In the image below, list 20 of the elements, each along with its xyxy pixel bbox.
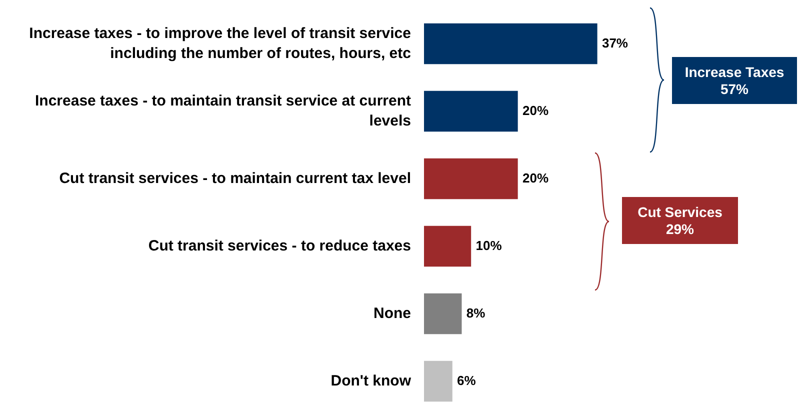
- bar: [424, 23, 598, 64]
- text: Cut Services 29%: [622, 197, 738, 244]
- y-tick-label: Increase taxes - to maintain transit service at current levels: [35, 92, 411, 130]
- text: Increase Taxes 57%: [672, 57, 797, 104]
- data-label: 10%: [476, 238, 502, 253]
- y-tick-label: Don't know: [330, 372, 412, 390]
- bar: [424, 360, 452, 402]
- bar: [424, 158, 518, 200]
- y-tick-label: Cut transit services - to maintain current tax level: [59, 170, 411, 187]
- y-tick-label: Increase taxes - to improve the level of transit service including the number of routes, hours, etc: [29, 24, 411, 62]
- bar: [424, 226, 472, 267]
- data-label: 8%: [466, 305, 486, 320]
- bar: [424, 293, 462, 334]
- y-tick-label: Cut transit services - to reduce taxes: [148, 237, 411, 254]
- data-label: 6%: [457, 372, 476, 388]
- bar: [424, 90, 518, 132]
- y-tick-label: None: [374, 304, 411, 322]
- data-label: 37%: [602, 35, 628, 50]
- data-label: 20%: [522, 170, 549, 186]
- data-label: 20%: [522, 102, 549, 118]
